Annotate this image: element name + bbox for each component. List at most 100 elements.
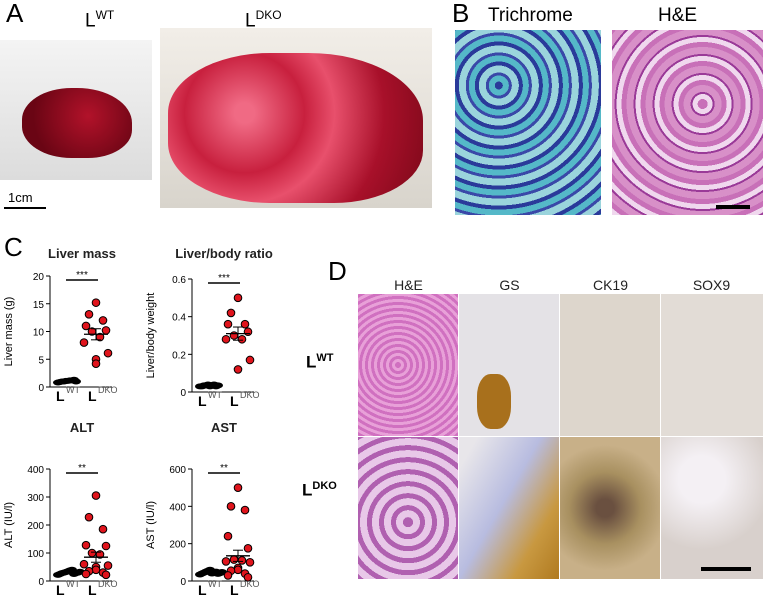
x-tick-sup-DKO: DKO <box>98 385 118 395</box>
scale-bar <box>716 205 750 209</box>
sup: WT <box>316 352 334 364</box>
prefix: L <box>302 480 313 500</box>
dko-point <box>81 321 91 331</box>
dko-point <box>229 331 239 340</box>
dko-point <box>229 555 239 564</box>
y-tick-label: 20 <box>33 272 45 283</box>
wt-point <box>71 378 81 385</box>
y-tick-label: 200 <box>27 521 44 532</box>
scale-bar <box>701 567 751 571</box>
dko-point <box>91 491 101 500</box>
significance-label: *** <box>76 270 88 281</box>
x-tick-label-DKO: L <box>230 393 239 409</box>
dko-point <box>81 540 91 550</box>
y-tick-label: 10 <box>33 328 45 339</box>
y-tick-label: 0 <box>38 383 44 394</box>
panel-c-label: C <box>4 232 23 262</box>
stain-he-label: H&E <box>658 5 698 26</box>
wt-liver <box>22 88 132 158</box>
dko-point <box>243 544 253 553</box>
dko-point <box>237 556 247 565</box>
dko-point <box>233 483 243 492</box>
dko-point <box>103 348 113 358</box>
dko-point <box>98 524 108 534</box>
y-tick-label: 0 <box>180 388 186 399</box>
dko-point <box>240 505 250 515</box>
dko-point <box>243 572 253 582</box>
significance-label: ** <box>220 463 228 474</box>
dko-point <box>81 569 91 579</box>
row-lwt: LWT <box>306 352 334 373</box>
y-tick-label: 400 <box>27 465 44 476</box>
scale-bar <box>4 207 46 209</box>
gs-wt <box>459 294 559 436</box>
col-ck19: CK19 <box>592 277 629 293</box>
sup: WT <box>95 8 115 22</box>
label-ldko: LDKO <box>245 8 282 32</box>
dko-point <box>101 326 111 335</box>
x-tick-sup-WT: WT <box>66 385 80 395</box>
y-axis-label: ALT (IU/l) <box>3 502 15 548</box>
dko-point <box>91 298 101 307</box>
sup: DKO <box>312 480 337 492</box>
x-tick-label-WT: L <box>56 388 65 404</box>
y-axis-label: Liver/body weight <box>145 293 157 379</box>
dko-liver <box>168 53 423 203</box>
panel-d-label: D <box>328 256 347 286</box>
x-tick-sup-WT: WT <box>66 579 80 589</box>
dko-point <box>98 316 108 325</box>
label-lwt: LWT <box>85 8 114 32</box>
dko-point <box>84 512 94 522</box>
gs-dko <box>459 437 559 579</box>
y-tick-label: 600 <box>169 465 186 476</box>
y-tick-label: 0.6 <box>172 275 186 286</box>
y-tick-label: 0 <box>38 577 44 588</box>
dko-point <box>84 309 94 319</box>
y-axis-label: AST (IU/l) <box>145 501 157 549</box>
chart-title: Liver mass <box>48 246 116 261</box>
y-tick-label: 0.4 <box>172 313 186 324</box>
chart-title: Liver/body ratio <box>175 246 273 261</box>
dko-point <box>223 571 233 580</box>
wt-liver-photo <box>0 40 152 180</box>
dko-point <box>233 365 243 374</box>
dko-point <box>79 338 89 347</box>
y-tick-label: 0 <box>180 577 186 588</box>
x-tick-label-DKO: L <box>88 388 97 404</box>
y-axis-label: Liver mass (g) <box>3 297 15 367</box>
dko-point <box>243 327 253 337</box>
chart-title: AST <box>211 420 237 435</box>
sup: DKO <box>255 8 282 22</box>
x-tick-label-WT: L <box>198 393 207 409</box>
col-he: H&E <box>394 277 423 293</box>
y-tick-label: 200 <box>169 540 186 551</box>
he-image <box>612 30 763 215</box>
he-wt <box>358 294 458 436</box>
dko-point <box>223 531 233 541</box>
dko-point <box>223 319 233 329</box>
sox9-dko <box>661 437 763 579</box>
dko-point <box>101 541 111 551</box>
y-tick-label: 15 <box>33 300 45 311</box>
dko-point <box>233 565 243 575</box>
y-tick-label: 5 <box>38 355 44 366</box>
dko-point <box>226 502 236 511</box>
y-tick-label: 0.2 <box>172 350 186 361</box>
panel-a-label: A <box>6 0 24 28</box>
ck19-wt <box>560 294 660 436</box>
dko-point <box>221 557 231 566</box>
x-tick-label-WT: L <box>56 582 65 598</box>
x-tick-sup-DKO: DKO <box>240 579 260 589</box>
sox9-wt <box>661 294 763 436</box>
ck19-dko <box>560 437 660 579</box>
prefix: L <box>306 352 317 372</box>
dko-point <box>221 334 231 344</box>
dko-point <box>237 334 247 344</box>
dko-point <box>240 319 250 329</box>
prefix: L <box>245 10 256 32</box>
dko-point <box>245 558 255 567</box>
scale-bar-label: 1cm <box>8 190 33 205</box>
dko-liver-photo <box>160 28 432 208</box>
x-tick-sup-WT: WT <box>208 579 222 589</box>
dko-point <box>79 559 89 569</box>
